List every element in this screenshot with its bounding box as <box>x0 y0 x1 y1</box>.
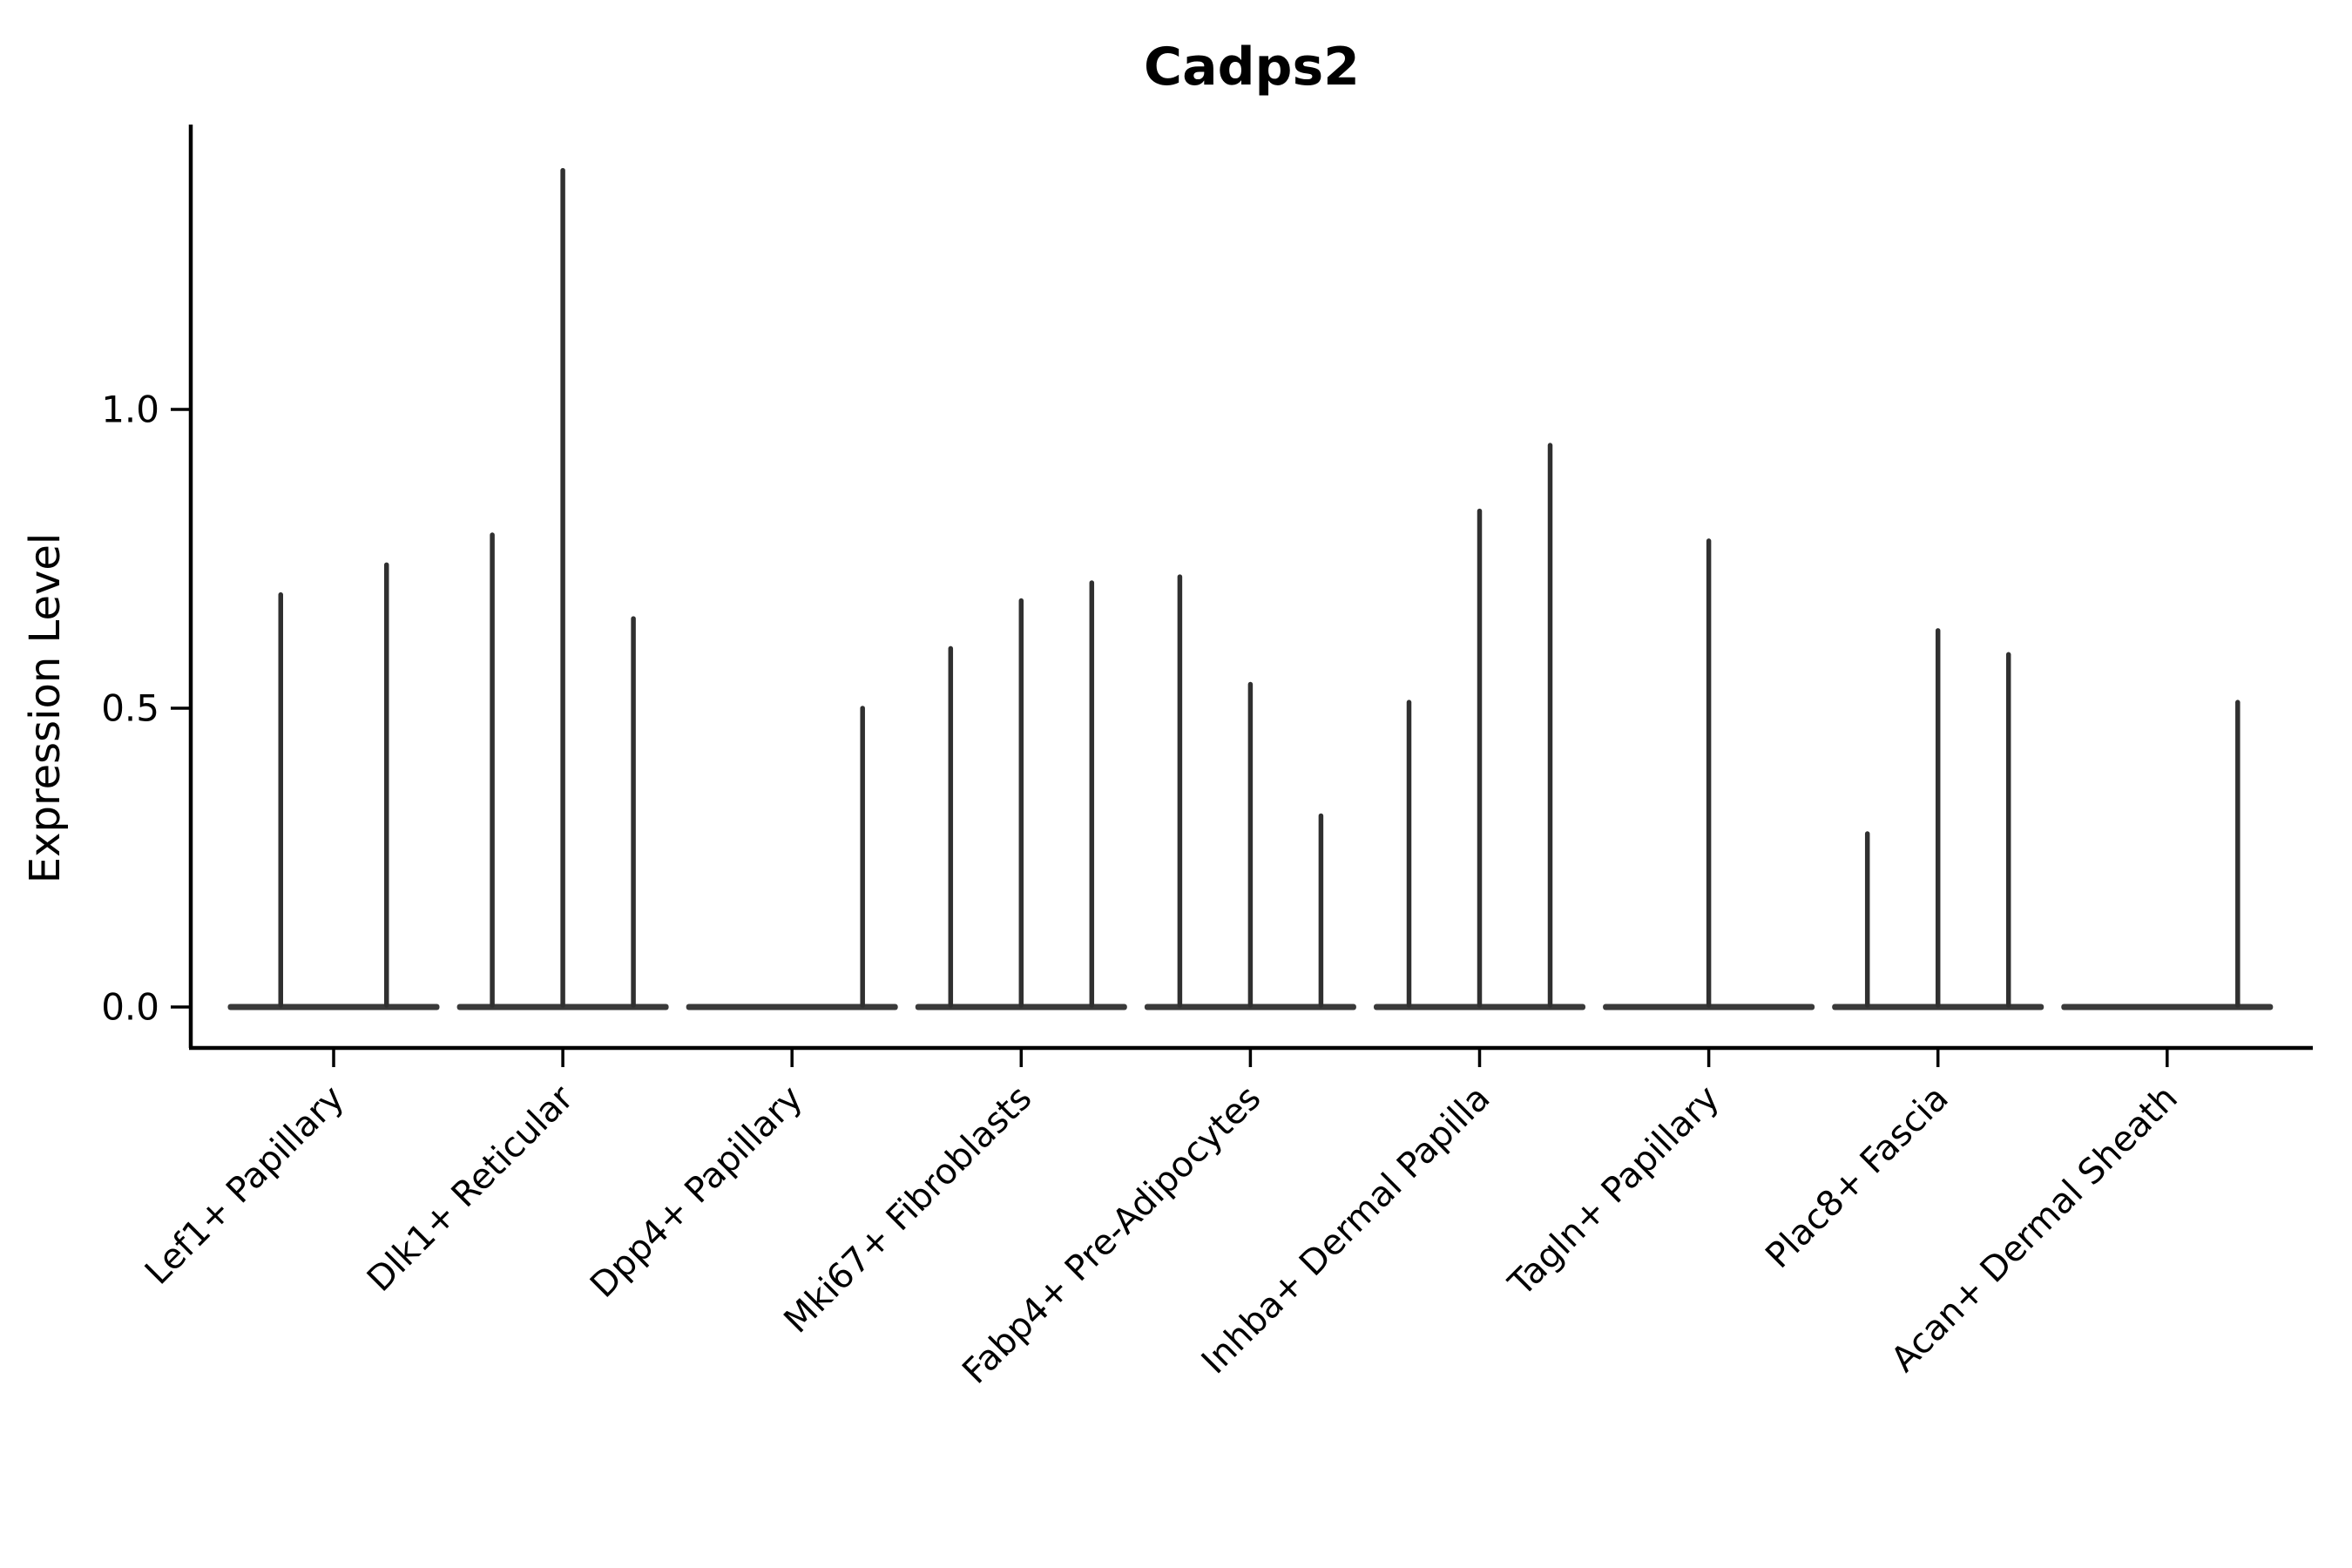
y-tick-label: 1.0 <box>101 389 159 431</box>
violin-group <box>1603 538 1815 1010</box>
violin-group <box>456 167 669 1010</box>
violin-group <box>686 706 898 1010</box>
axes-layer: 0.0 0.5 1.0 Lef1+ Papillary Dlk1+ Reticular D… <box>101 125 2313 1392</box>
y-tick-label: 0.5 <box>101 687 159 730</box>
violin-body <box>2061 1004 2274 1010</box>
violin-group <box>2061 700 2274 1010</box>
x-tick-label: Tagln+ Papillary <box>1501 1078 1727 1305</box>
chart-title: Cadps2 <box>1144 37 1360 98</box>
violin-body <box>686 1004 898 1010</box>
violin-group <box>915 580 1127 1010</box>
violin-body <box>227 1004 440 1010</box>
violin-group <box>1374 443 1585 1010</box>
violin-layer <box>227 167 2274 1010</box>
x-tick-label: Dpp4+ Papillary <box>583 1078 810 1306</box>
violin-group <box>1832 628 2044 1010</box>
y-axis-label: Expression Level <box>21 533 70 884</box>
violin-group <box>1144 574 1356 1010</box>
y-tick-label: 0.0 <box>101 986 159 1029</box>
x-tick-label: Dlk1+ Reticular <box>360 1078 582 1300</box>
violin-group <box>227 562 440 1010</box>
x-tick-label: Plac8+ Fascia <box>1758 1078 1957 1277</box>
x-tick-label: Mki67+ Fibroblasts <box>776 1078 1039 1342</box>
x-tick-label: Lef1+ Papillary <box>138 1078 352 1293</box>
